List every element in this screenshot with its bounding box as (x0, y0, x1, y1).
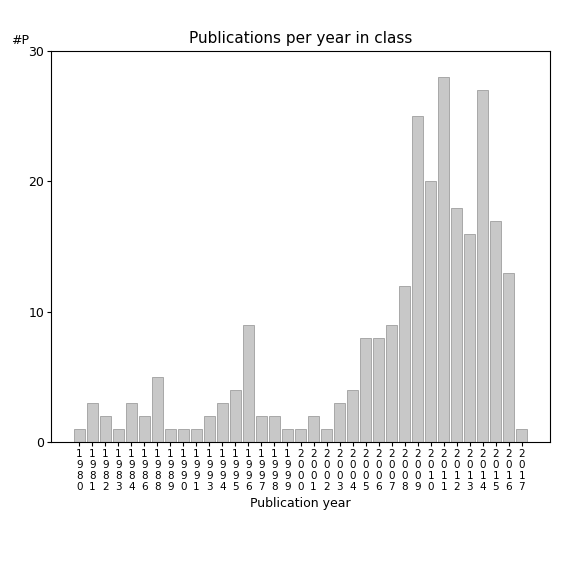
Bar (373, 338, 384, 442)
Bar (178, 429, 189, 442)
Bar (87, 403, 98, 442)
Bar (256, 416, 267, 442)
Bar (191, 429, 202, 442)
Bar (113, 429, 124, 442)
Bar (464, 234, 475, 442)
Bar (399, 286, 410, 442)
Bar (243, 325, 254, 442)
Bar (477, 90, 488, 442)
Bar (503, 273, 514, 442)
Bar (100, 416, 111, 442)
Bar (165, 429, 176, 442)
Text: #P: #P (11, 34, 29, 47)
Bar (269, 416, 280, 442)
Bar (425, 181, 436, 442)
Bar (217, 403, 228, 442)
Bar (230, 390, 241, 442)
Bar (334, 403, 345, 442)
Bar (360, 338, 371, 442)
Bar (139, 416, 150, 442)
Bar (347, 390, 358, 442)
Bar (451, 208, 462, 442)
Bar (412, 116, 423, 442)
Bar (74, 429, 85, 442)
Bar (516, 429, 527, 442)
Bar (321, 429, 332, 442)
Bar (295, 429, 306, 442)
Bar (126, 403, 137, 442)
X-axis label: Publication year: Publication year (250, 497, 351, 510)
Bar (152, 377, 163, 442)
Bar (282, 429, 293, 442)
Bar (308, 416, 319, 442)
Bar (490, 221, 501, 442)
Bar (386, 325, 397, 442)
Bar (438, 77, 449, 442)
Title: Publications per year in class: Publications per year in class (189, 31, 412, 46)
Bar (204, 416, 215, 442)
